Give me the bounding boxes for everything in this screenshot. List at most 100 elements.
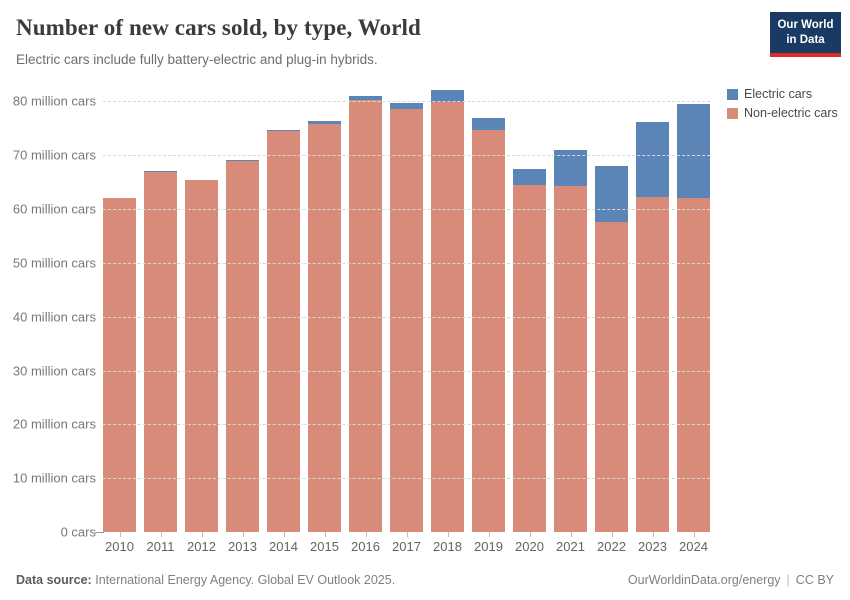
non-electric-segment-2011 <box>144 171 177 533</box>
electric-segment-2013 <box>226 159 259 161</box>
y-tick-label-50: 50 million cars <box>12 255 96 271</box>
owid-logo: Our World in Data <box>770 12 841 57</box>
bars-row <box>103 84 710 533</box>
license-link[interactable]: CC BY <box>795 573 834 587</box>
x-label-2020: 2020 <box>515 539 544 555</box>
bar-2021[interactable] <box>554 150 587 533</box>
electric-segment-2015 <box>308 121 341 125</box>
x-label-2016: 2016 <box>351 539 380 555</box>
y-tick-label-0: 0 cars <box>60 524 96 540</box>
electric-segment-2022 <box>595 165 628 222</box>
non-electric-segment-2010 <box>103 198 136 533</box>
bar-2016[interactable] <box>349 95 382 533</box>
non-electric-segment-2017 <box>390 109 423 533</box>
x-tick-2023 <box>652 532 654 538</box>
non-electric-swatch-icon <box>727 107 738 119</box>
bar-2022[interactable] <box>595 165 628 533</box>
footer-links: OurWorldinData.org/energy | CC BY <box>628 573 834 587</box>
chart-footer: Data source: International Energy Agency… <box>0 560 850 600</box>
x-label-2013: 2013 <box>228 539 257 555</box>
electric-segment-2017 <box>390 102 423 110</box>
bar-2013[interactable] <box>226 159 259 533</box>
electric-segment-2018 <box>431 90 464 102</box>
bar-2023[interactable] <box>636 122 669 533</box>
bar-2010[interactable] <box>103 198 136 533</box>
plot-area: Electric cars Non-electric cars 0 cars 10… <box>0 84 850 559</box>
non-electric-segment-2016 <box>349 99 382 533</box>
x-tick-2014 <box>283 532 285 538</box>
owid-logo-line2: in Data <box>786 33 825 46</box>
x-tick-2017 <box>406 532 408 538</box>
x-tick-2010 <box>119 532 121 538</box>
bar-2020[interactable] <box>513 169 546 533</box>
bar-2024[interactable] <box>677 103 710 533</box>
x-tick-2015 <box>324 532 326 538</box>
x-tick-2012 <box>201 532 203 538</box>
gridline-0 <box>95 532 104 534</box>
y-tick-label-20: 20 million cars <box>12 416 96 432</box>
electric-segment-2023 <box>636 122 669 198</box>
non-electric-segment-2012 <box>185 180 218 533</box>
bar-2015[interactable] <box>308 121 341 533</box>
legend-item-electric[interactable]: Electric cars <box>727 87 838 101</box>
x-tick-2024 <box>693 532 695 538</box>
electric-segment-2016 <box>349 95 382 100</box>
x-label-2017: 2017 <box>392 539 421 555</box>
data-source-label: Data source: <box>16 573 92 587</box>
y-tick-label-80: 80 million cars <box>12 93 96 109</box>
electric-segment-2014 <box>267 129 300 132</box>
electric-segment-2019 <box>472 118 505 131</box>
electric-segment-2020 <box>513 169 546 186</box>
legend-label-non-electric: Non-electric cars <box>744 106 838 121</box>
non-electric-segment-2018 <box>431 101 464 533</box>
electric-segment-2012 <box>185 179 218 181</box>
legend-item-non-electric[interactable]: Non-electric cars <box>727 106 838 120</box>
bar-2017[interactable] <box>390 102 423 533</box>
x-label-2010: 2010 <box>105 539 134 555</box>
bar-2019[interactable] <box>472 118 505 533</box>
bar-2011[interactable] <box>144 171 177 533</box>
non-electric-segment-2019 <box>472 130 505 533</box>
x-label-2014: 2014 <box>269 539 298 555</box>
x-tick-2018 <box>447 532 449 538</box>
owid-link[interactable]: OurWorldinData.org/energy <box>627 573 781 587</box>
x-label-2022: 2022 <box>597 539 626 555</box>
x-label-2021: 2021 <box>556 539 585 555</box>
x-tick-2021 <box>570 532 572 538</box>
y-tick-label-10: 10 million cars <box>12 470 96 486</box>
x-label-2023: 2023 <box>638 539 667 555</box>
x-tick-2013 <box>242 532 244 538</box>
bar-2012[interactable] <box>185 179 218 533</box>
chart-header: Number of new cars sold, by type, World … <box>0 0 850 68</box>
owid-logo-line1: Our World <box>777 19 834 32</box>
non-electric-segment-2022 <box>595 221 628 533</box>
x-tick-2019 <box>488 532 490 538</box>
non-electric-segment-2020 <box>513 185 546 533</box>
data-source: Data source: International Energy Agency… <box>16 573 395 587</box>
y-tick-label-30: 30 million cars <box>12 363 96 379</box>
chart-legend: Electric cars Non-electric cars <box>727 87 838 125</box>
y-tick-label-60: 60 million cars <box>12 201 96 217</box>
x-tick-2011 <box>160 532 162 538</box>
x-label-2011: 2011 <box>146 539 175 555</box>
electric-segment-2024 <box>677 103 710 199</box>
x-tick-2022 <box>611 532 613 538</box>
y-tick-label-40: 40 million cars <box>12 309 96 325</box>
bar-2018[interactable] <box>431 90 464 533</box>
x-label-2018: 2018 <box>433 539 462 555</box>
x-label-2019: 2019 <box>474 539 503 555</box>
x-axis-labels: 2010 2011 2012 2013 2014 2015 2016 2017 2018 2019… <box>103 539 710 554</box>
x-tick-2016 <box>365 532 367 538</box>
page-title: Number of new cars sold, by type, World <box>16 15 421 40</box>
electric-swatch-icon <box>727 88 738 100</box>
chart-subtitle: Electric cars include fully battery-elec… <box>16 51 378 67</box>
y-tick-label-70: 70 million cars <box>12 147 96 163</box>
x-label-2015: 2015 <box>310 539 339 555</box>
x-tick-2020 <box>529 532 531 538</box>
non-electric-segment-2024 <box>677 198 710 533</box>
non-electric-segment-2014 <box>267 131 300 533</box>
electric-segment-2021 <box>554 150 587 186</box>
data-source-text: International Energy Agency. Global EV O… <box>95 573 396 587</box>
bar-2014[interactable] <box>267 129 300 533</box>
x-label-2012: 2012 <box>187 539 216 555</box>
